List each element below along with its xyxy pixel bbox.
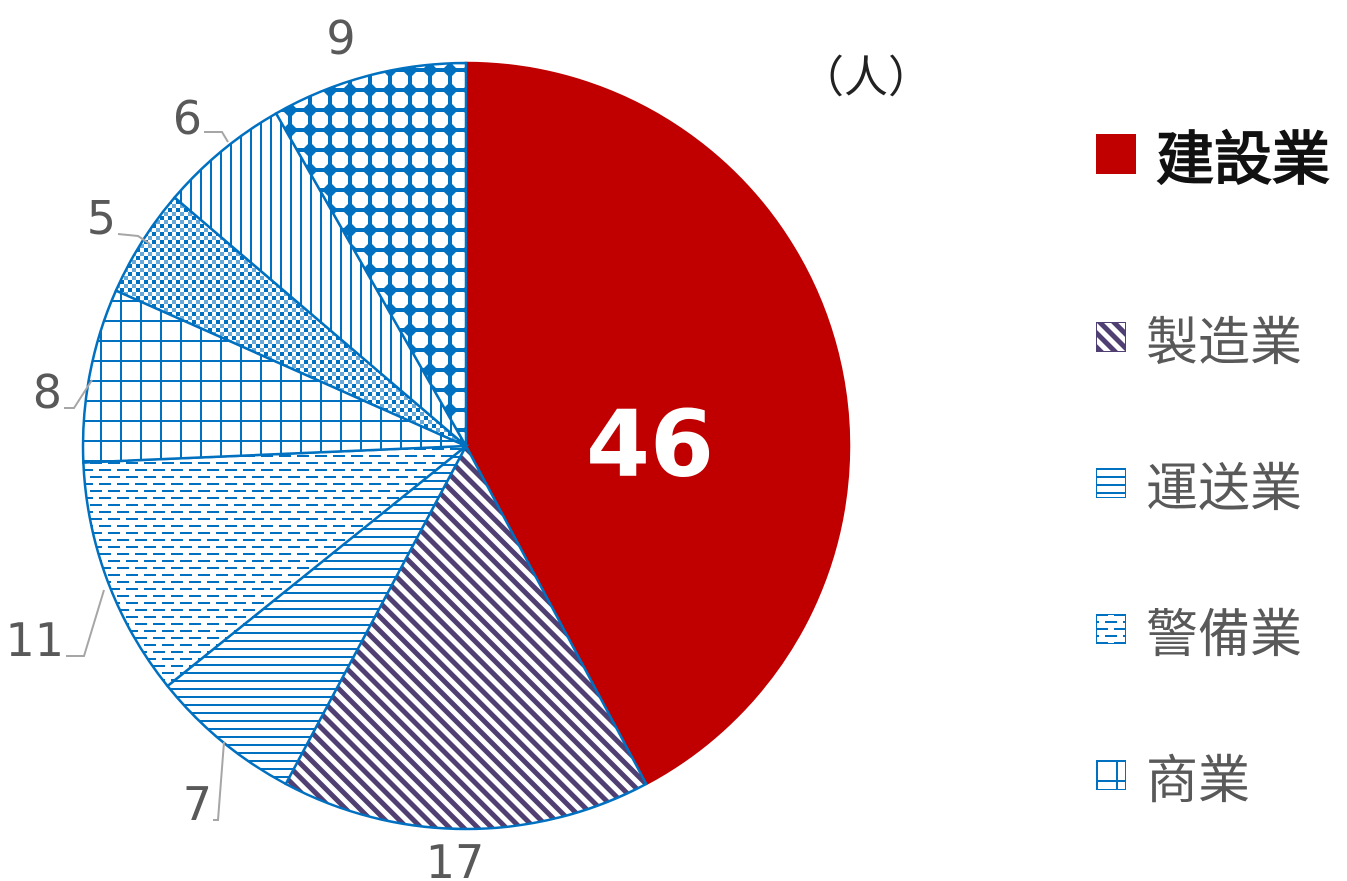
legend-label: 商業 — [1146, 750, 1251, 811]
pie-slice-security — [82, 444, 470, 688]
leader-line-other-a — [117, 233, 151, 245]
data-label-construction: 46 — [586, 390, 714, 497]
data-label-other-b: 6 — [173, 91, 202, 145]
leader-line-transport — [213, 741, 225, 821]
legend-swatch-diagonal — [1096, 322, 1126, 352]
leader-line-commerce — [64, 379, 93, 409]
legend-label: 警備業 — [1146, 604, 1303, 665]
leader-line-security — [66, 589, 105, 657]
legend-label: 製造業 — [1146, 312, 1303, 373]
pie-slice-other-b — [172, 111, 468, 447]
legend: 建設業 製造業 運送業 警備業 商業 — [1096, 118, 1346, 848]
pie-slice-manufacturing — [284, 443, 648, 831]
legend-item-construction: 建設業 — [1096, 118, 1346, 193]
data-label-manufacturing: 17 — [426, 835, 485, 881]
data-label-security: 11 — [5, 613, 64, 667]
legend-item-transport: 運送業 — [1096, 410, 1346, 556]
pie-slices — [81, 61, 851, 831]
data-label-transport: 7 — [183, 777, 212, 831]
leader-lines — [64, 131, 229, 821]
legend-item-commerce: 商業 — [1096, 702, 1346, 848]
legend-swatch-solid-red — [1096, 134, 1136, 174]
pie-slice-commerce — [81, 288, 467, 464]
leader-line-other-b — [204, 131, 229, 143]
legend-label: 建設業 — [1156, 125, 1331, 193]
data-label-commerce: 8 — [33, 365, 62, 419]
unit-label: （人） — [800, 52, 932, 103]
data-label-other-c: 9 — [326, 11, 355, 65]
pie-slice-construction — [464, 61, 851, 786]
legend-swatch-grid — [1096, 760, 1126, 790]
legend-swatch-horizontal-lines — [1096, 468, 1126, 498]
data-labels: 46 17 7 11 8 5 6 9 — [5, 11, 714, 881]
pie-slice-other-c — [274, 61, 468, 451]
legend-item-security: 警備業 — [1096, 556, 1346, 702]
data-label-other-a: 5 — [87, 191, 116, 245]
legend-swatch-dashed — [1096, 614, 1126, 644]
legend-item-manufacturing: 製造業 — [1096, 264, 1346, 410]
pie-slice-transport — [165, 445, 468, 786]
legend-label: 運送業 — [1146, 458, 1303, 519]
